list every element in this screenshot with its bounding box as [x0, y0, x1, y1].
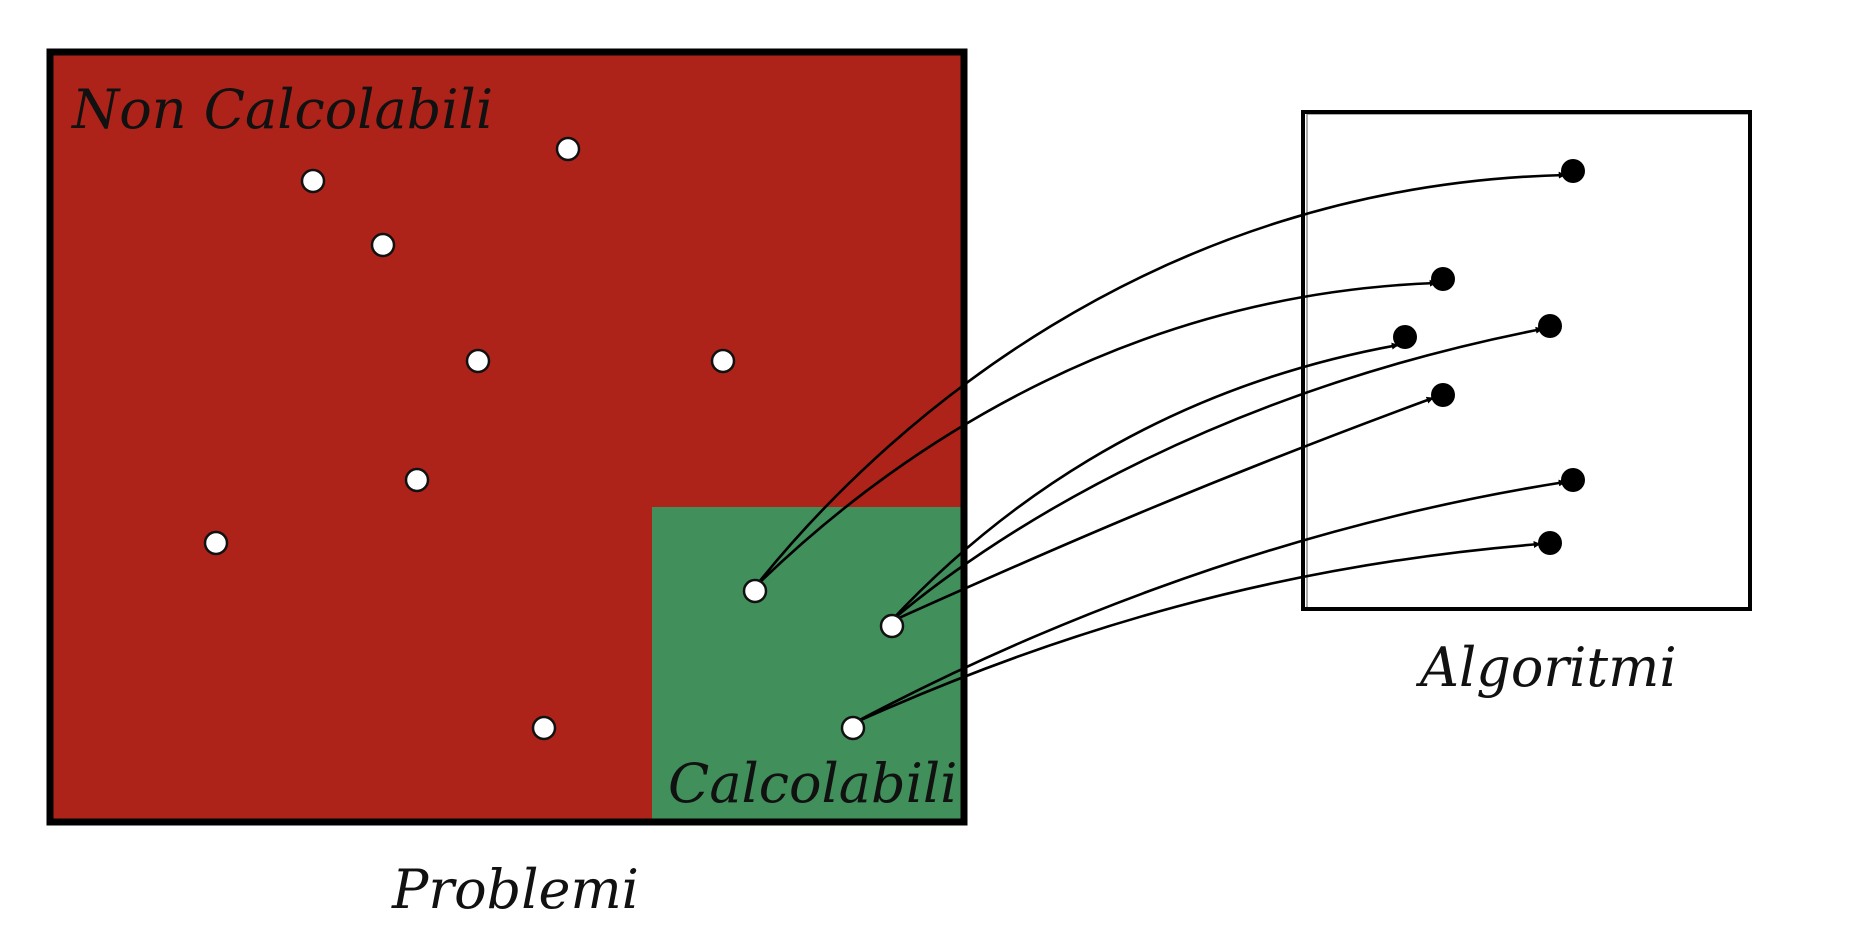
arrow-problem-a-to-algorithm-2 — [754, 279, 1437, 588]
computable-problem-dot — [840, 715, 866, 741]
arrow-problem-b-to-algorithm-4 — [889, 326, 1543, 623]
arrow-problem-b-to-algorithm-5 — [889, 396, 1434, 624]
algorithms-title: Algoritmi — [1415, 636, 1677, 699]
problem-dot — [555, 136, 581, 162]
algorithm-dot — [1393, 325, 1417, 349]
mapping-arrows — [753, 171, 1566, 726]
arrow-problem-a-to-algorithm-1 — [753, 171, 1566, 588]
algorithm-dots — [1393, 159, 1585, 555]
problem-dot — [203, 530, 229, 556]
computable-problem-dot — [879, 613, 905, 639]
arrow-problem-b-to-algorithm-3 — [889, 342, 1399, 623]
algorithm-dot — [1431, 383, 1455, 407]
problems-set: Non Calcolabili Calcolabili — [46, 48, 968, 826]
algorithms-set-border — [1301, 110, 1752, 611]
arrow-problem-c-to-algorithm-6 — [851, 479, 1566, 726]
algorithms-set — [1301, 110, 1752, 611]
non-computable-label: Non Calcolabili — [70, 78, 493, 141]
problem-dot — [404, 467, 430, 493]
algorithm-dot — [1561, 468, 1585, 492]
problem-dot — [710, 348, 736, 374]
algorithm-dot — [1538, 314, 1562, 338]
problem-dot — [370, 232, 396, 258]
computable-region — [652, 507, 964, 822]
problem-dot — [465, 348, 491, 374]
problem-dot — [300, 168, 326, 194]
computable-label: Calcolabili — [668, 752, 957, 815]
arrow-problem-c-to-algorithm-7 — [851, 541, 1541, 726]
algorithm-dot — [1561, 159, 1585, 183]
problems-set-border — [46, 48, 968, 826]
algorithms-set-border-sketch — [1306, 113, 1751, 610]
algorithm-dot — [1538, 531, 1562, 555]
problem-dots — [203, 136, 905, 741]
algorithm-dot — [1431, 267, 1455, 291]
problem-dot — [531, 715, 557, 741]
computable-problem-dot — [742, 578, 768, 604]
problems-title: Problemi — [391, 858, 639, 921]
